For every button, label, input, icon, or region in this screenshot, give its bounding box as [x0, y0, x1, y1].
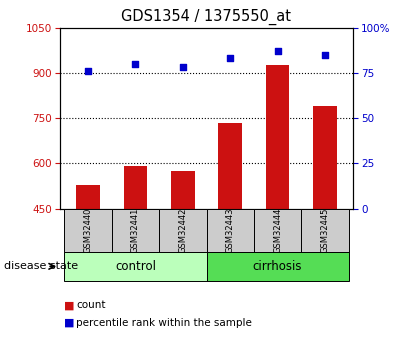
Text: control: control: [115, 260, 156, 273]
Point: [274, 48, 281, 54]
Text: GSM32443: GSM32443: [226, 208, 235, 253]
Text: GSM32440: GSM32440: [83, 208, 92, 253]
Text: GSM32441: GSM32441: [131, 208, 140, 253]
Point: [85, 68, 91, 74]
Bar: [218, 123, 242, 209]
FancyBboxPatch shape: [159, 209, 206, 252]
FancyBboxPatch shape: [65, 209, 112, 252]
Text: ■: ■: [64, 300, 74, 310]
Bar: [124, 166, 147, 209]
Bar: [266, 65, 289, 209]
Text: GSM32445: GSM32445: [321, 208, 330, 253]
Text: percentile rank within the sample: percentile rank within the sample: [76, 318, 252, 327]
Text: GSM32444: GSM32444: [273, 208, 282, 253]
Text: cirrhosis: cirrhosis: [253, 260, 302, 273]
Point: [180, 65, 186, 70]
Text: disease state: disease state: [4, 262, 78, 271]
Bar: [76, 185, 100, 209]
Text: GDS1354 / 1375550_at: GDS1354 / 1375550_at: [120, 9, 291, 25]
FancyBboxPatch shape: [65, 252, 206, 281]
Bar: [313, 106, 337, 209]
FancyBboxPatch shape: [112, 209, 159, 252]
Point: [227, 56, 233, 61]
Bar: [171, 171, 195, 209]
Text: GSM32442: GSM32442: [178, 208, 187, 253]
FancyBboxPatch shape: [254, 209, 301, 252]
FancyBboxPatch shape: [301, 209, 349, 252]
FancyBboxPatch shape: [206, 209, 254, 252]
Point: [132, 61, 139, 67]
Text: ■: ■: [64, 318, 74, 327]
Text: count: count: [76, 300, 106, 310]
FancyBboxPatch shape: [206, 252, 349, 281]
Point: [322, 52, 328, 58]
